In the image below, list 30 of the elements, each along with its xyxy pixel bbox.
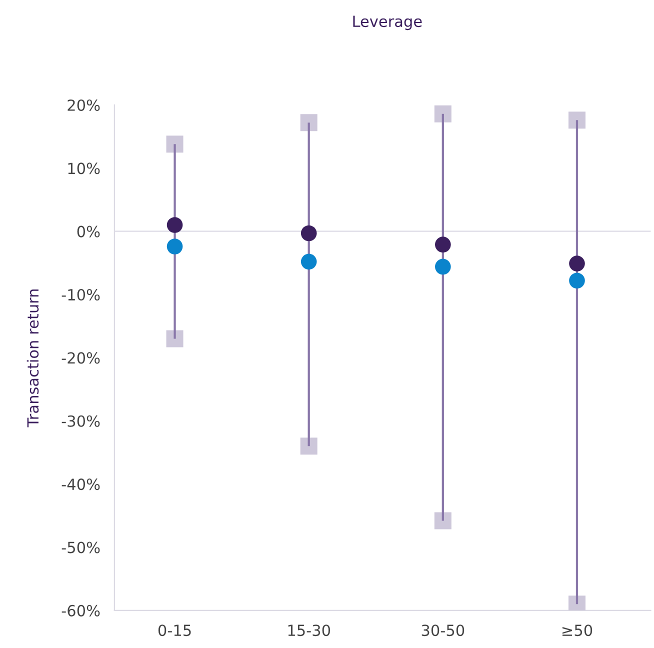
- point: [569, 256, 585, 272]
- point: [435, 236, 451, 253]
- y-axis-title: Transaction return: [26, 290, 39, 428]
- point: [300, 225, 317, 242]
- y-tick-label: -10%: [62, 288, 100, 301]
- point: [434, 512, 452, 530]
- y-tick-label: -40%: [62, 478, 100, 490]
- y-tick-label: -50%: [62, 542, 100, 554]
- y-tick-label: -60%: [62, 604, 100, 616]
- y-tick-label: -30%: [62, 415, 100, 427]
- point: [300, 254, 317, 270]
- y-tick-label: 0%: [77, 226, 100, 238]
- x-tick-label: ≥50: [562, 624, 592, 636]
- y-tick-label: 20%: [68, 99, 100, 111]
- y-tick-label: -20%: [62, 352, 100, 364]
- point: [166, 136, 184, 153]
- x-tick-label: 15-30: [288, 624, 330, 636]
- point: [166, 238, 183, 254]
- point: [300, 114, 318, 132]
- x-tick-label: 30-50: [422, 624, 464, 636]
- y-tick-label: 10%: [68, 162, 100, 174]
- point: [166, 217, 183, 233]
- chart-title: Leverage: [353, 16, 422, 30]
- x-tick-label: 0-15: [158, 624, 191, 636]
- point: [435, 258, 451, 275]
- point: [166, 330, 184, 348]
- point: [569, 272, 585, 289]
- point: [300, 438, 318, 455]
- point: [434, 105, 452, 122]
- point: [568, 112, 586, 129]
